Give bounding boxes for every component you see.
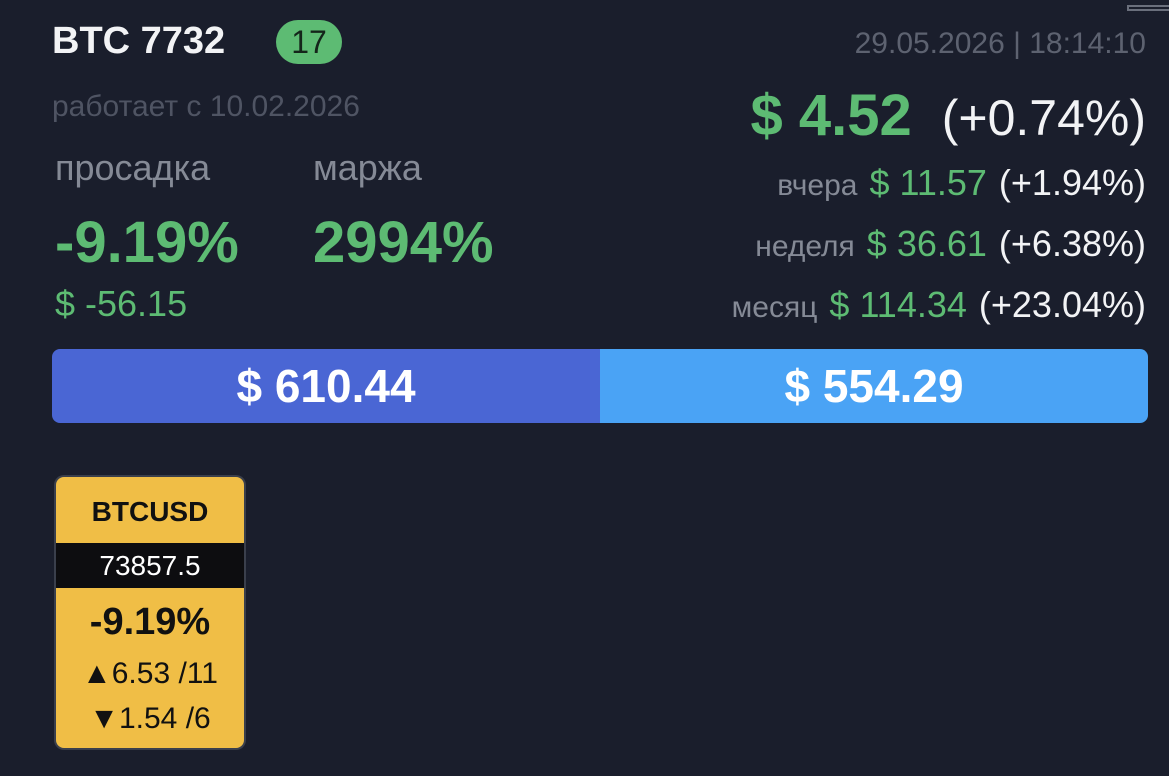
stat-amount: $ -56.15	[55, 283, 188, 324]
period-label: месяц	[731, 291, 818, 324]
datetime: 29.05.2026 | 18:14:10	[854, 27, 1146, 60]
ticker-price: 73857.5	[56, 543, 244, 588]
period-profit: $ 36.61	[866, 223, 987, 264]
period-profit: $ 11.57	[869, 162, 987, 203]
period-change: (+6.38%)	[998, 223, 1146, 264]
today-row: $ 4.52 (+0.74%)	[750, 87, 1146, 145]
balance-left: $ 610.44	[52, 349, 600, 423]
menu-icon[interactable]	[1127, 5, 1169, 11]
balance-right: $ 554.29	[600, 349, 1148, 423]
ticker-card[interactable]: BTCUSD 73857.5 -9.19% ▲6.53 /11 ▼1.54 /6	[56, 477, 244, 748]
period-change: (+23.04%)	[978, 284, 1146, 325]
period-change: (+1.94%)	[998, 162, 1146, 203]
ticker-change: -9.19%	[89, 601, 211, 643]
period-label: неделя	[755, 230, 855, 263]
period-label: вчера	[777, 169, 858, 202]
stat-label: просадка	[55, 147, 211, 188]
period-row: неделя $ 36.61 (+6.38%)	[755, 226, 1146, 262]
badge: 17	[276, 20, 342, 64]
ticker-down: ▼1.54 /6	[89, 702, 211, 735]
period-row: вчера $ 11.57 (+1.94%)	[777, 165, 1146, 201]
balance-bar: $ 610.44 $ 554.29	[52, 349, 1148, 423]
stat-label: маржа	[313, 147, 422, 188]
today-change: (+0.74%)	[941, 90, 1146, 146]
title: BTC 7732	[52, 20, 226, 62]
running-since: работает с 10.02.2026	[52, 90, 360, 123]
stat-value: 2994%	[313, 210, 494, 275]
today-profit: $ 4.52	[750, 83, 912, 148]
ticker-symbol: BTCUSD	[91, 496, 209, 527]
ticker-up: ▲6.53 /11	[82, 657, 218, 690]
period-profit: $ 114.34	[829, 284, 967, 325]
stat-value: -9.19%	[55, 210, 239, 275]
period-row: месяц $ 114.34 (+23.04%)	[732, 287, 1146, 323]
